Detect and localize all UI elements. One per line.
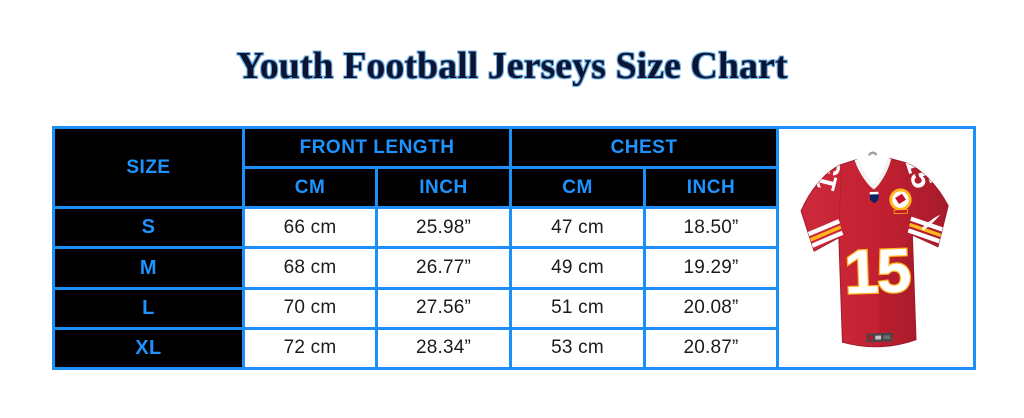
chest-cm-value: 53 cm [509, 326, 647, 371]
front-inch-value: 27.56” [374, 286, 513, 330]
nike-swoosh-icon [921, 214, 941, 231]
page-title: Youth Football Jerseys Size Chart [236, 45, 788, 87]
collar-trim [854, 157, 892, 190]
col-header-chest-inch: INCH [643, 166, 780, 210]
col-header-chest-cm: CM [509, 166, 647, 210]
chest-cm-value: 49 cm [509, 246, 647, 290]
front-cm-value: 72 cm [242, 326, 378, 371]
size-cell: L [52, 286, 245, 330]
team-patch-icon [889, 188, 912, 214]
jersey-image: 15 15 [781, 131, 972, 366]
chest-number: 15 [843, 236, 911, 307]
col-header-front-inch: INCH [374, 166, 513, 210]
table-row-m: M 68 cm 26.77” 49 cm 19.29” [52, 246, 975, 290]
table-row-s: S 66 cm 25.98” 47 cm 18.50” [52, 206, 975, 250]
size-cell: M [52, 246, 245, 290]
front-cm-value: 66 cm [242, 206, 378, 250]
front-inch-value: 25.98” [374, 206, 513, 250]
header-row-groups: SIZE FRONT LENGTH CHEST [52, 125, 977, 370]
front-inch-value: 26.77” [374, 246, 513, 290]
front-cm-value: 68 cm [242, 246, 378, 290]
col-header-front-length: FRONT LENGTH [241, 125, 513, 170]
col-header-size: SIZE [52, 125, 245, 210]
front-cm-value: 70 cm [242, 286, 378, 330]
size-cell: XL [52, 326, 245, 371]
nfl-shield-icon [869, 191, 879, 204]
header-row-units: CM INCH CM INCH [54, 166, 975, 210]
jock-tag [866, 332, 893, 343]
col-header-front-cm: CM [242, 166, 378, 210]
col-header-chest: CHEST [509, 125, 780, 170]
red-football-jersey-graphic: 15 15 [800, 151, 949, 349]
table-row-xl: XL 72 cm 28.34” 53 cm 20.87” [52, 326, 975, 371]
chest-inch-value: 20.87” [643, 326, 780, 371]
sleeve-stripes-icon [805, 219, 844, 249]
chest-cm-value: 51 cm [509, 286, 647, 330]
jersey-shading [877, 235, 917, 349]
chest-cm-value: 47 cm [509, 206, 647, 250]
table-row-l: L 70 cm 27.56” 51 cm 20.08” [52, 286, 975, 330]
hanger-loop-icon [867, 151, 878, 156]
size-cell: S [52, 206, 245, 250]
chest-inch-value: 19.29” [643, 246, 780, 290]
size-chart-table: SIZE FRONT LENGTH CHEST [52, 125, 977, 371]
chest-inch-value: 18.50” [643, 206, 780, 250]
front-inch-value: 28.34” [374, 326, 513, 371]
chest-inch-value: 20.08” [643, 286, 780, 330]
jersey-cell: 15 15 [776, 126, 977, 370]
